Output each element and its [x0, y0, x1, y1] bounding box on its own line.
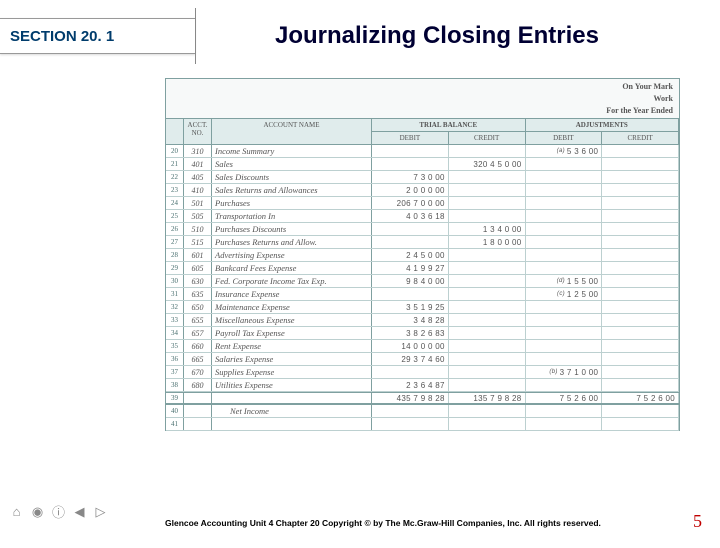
ws-top-r3: For the Year Ended [606, 106, 673, 115]
table-row: 33655Miscellaneous Expense3 4 8 28 [166, 314, 679, 327]
col-acct-no: ACCT. NO. [184, 119, 212, 144]
col-account-name: ACCOUNT NAME [212, 119, 372, 144]
table-row: 23410Sales Returns and Allowances2 0 0 0… [166, 184, 679, 197]
table-row: 39435 7 9 8 28135 7 9 8 287 5 2 6 007 5 … [166, 392, 679, 405]
table-row: 25505Transportation In4 0 3 6 18 [166, 210, 679, 223]
col-tb-credit: CREDIT [449, 132, 525, 144]
table-row: 26510Purchases Discounts1 3 4 0 00 [166, 223, 679, 236]
table-row: 32650Maintenance Expense3 5 1 9 25 [166, 301, 679, 314]
col-tb-debit: DEBIT [372, 132, 449, 144]
table-row: 20310Income Summary(a)5 3 6 00 [166, 145, 679, 158]
table-row: 22405Sales Discounts7 3 0 00 [166, 171, 679, 184]
table-row: 29605Bankcard Fees Expense4 1 9 9 27 [166, 262, 679, 275]
table-row: 34657Payroll Tax Expense3 8 2 6 83 [166, 327, 679, 340]
info-icon[interactable]: ⓘ [50, 503, 67, 520]
table-row: 21401Sales320 4 5 0 00 [166, 158, 679, 171]
page-number: 5 [693, 511, 702, 532]
table-row: 41 [166, 418, 679, 431]
col-adjustments: ADJUSTMENTS [526, 119, 679, 132]
table-row: 28601Advertising Expense2 4 5 0 00 [166, 249, 679, 262]
col-trial-balance: TRIAL BALANCE [372, 119, 525, 132]
table-row: 35660Rent Expense14 0 0 0 00 [166, 340, 679, 353]
col-adj-debit: DEBIT [526, 132, 603, 144]
worksheet-column-headers: ACCT. NO. ACCOUNT NAME TRIAL BALANCE DEB… [165, 118, 680, 145]
worksheet-body: 20310Income Summary(a)5 3 6 0021401Sales… [165, 145, 680, 431]
worksheet: On Your Mark Work For the Year Ended ACC… [165, 78, 680, 431]
header: SECTION 20. 1 Journalizing Closing Entri… [0, 8, 720, 64]
table-row: 37670Supplies Expense(b)3 7 1 0 00 [166, 366, 679, 379]
footer-copyright: Glencoe Accounting Unit 4 Chapter 20 Cop… [165, 518, 601, 528]
globe-icon[interactable]: ◉ [29, 503, 46, 520]
table-row: 30630Fed. Corporate Income Tax Exp.9 8 4… [166, 275, 679, 288]
prev-icon[interactable]: ◀ [71, 503, 88, 520]
table-row: 31635Insurance Expense(c)1 2 5 00 [166, 288, 679, 301]
table-row: 40Net Income [166, 405, 679, 418]
ws-top-r1: On Your Mark [622, 82, 673, 91]
worksheet-top-header: On Your Mark Work For the Year Ended [165, 78, 680, 118]
col-adj-credit: CREDIT [602, 132, 678, 144]
table-row: 24501Purchases206 7 0 0 00 [166, 197, 679, 210]
next-icon[interactable]: ▷ [92, 503, 109, 520]
page-title: Journalizing Closing Entries [214, 22, 720, 50]
home-icon[interactable]: ⌂ [8, 503, 25, 520]
table-row: 38680Utilities Expense2 3 6 4 87 [166, 379, 679, 392]
table-row: 27515Purchases Returns and Allow.1 8 0 0… [166, 236, 679, 249]
ws-top-r2: Work [653, 94, 673, 103]
table-row: 36665Salaries Expense29 3 7 4 60 [166, 353, 679, 366]
section-label-box: SECTION 20. 1 [0, 18, 195, 54]
footer-nav-icons: ⌂ ◉ ⓘ ◀ ▷ [8, 503, 109, 520]
divider [195, 8, 196, 64]
section-label: SECTION 20. 1 [10, 28, 114, 45]
